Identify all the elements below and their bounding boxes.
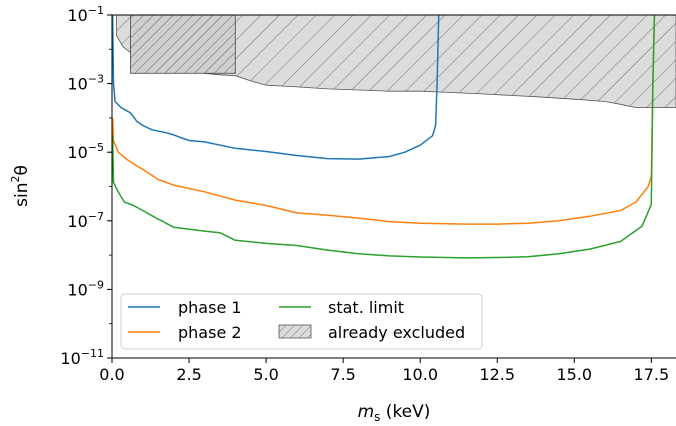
series-line-3 — [112, 15, 656, 259]
legend: phase 1 phase 2 stat. limit already excl… — [120, 293, 483, 350]
series-line-1 — [112, 15, 440, 160]
x-axis-unit: (keV) — [380, 402, 430, 422]
y-axis-superscript: 2 — [9, 176, 22, 183]
y-tick-label: 10−9 — [67, 278, 104, 299]
legend-frame — [120, 293, 483, 350]
legend-swatch-excluded — [278, 324, 312, 339]
x-tick-label: 15.0 — [556, 365, 592, 384]
y-tick-label: 10−1 — [67, 4, 104, 25]
legend-label-excluded: already excluded — [328, 323, 465, 342]
y-axis-base: sin — [12, 183, 32, 207]
x-tick-label: 17.5 — [634, 365, 670, 384]
y-axis-var: θ — [12, 165, 32, 175]
excluded-subregion — [130, 15, 236, 74]
x-tick-label: 0.0 — [99, 365, 124, 384]
x-tick-label: 7.5 — [330, 365, 355, 384]
x-axis-label: ms (keV) — [358, 402, 431, 424]
series-line-2 — [112, 15, 656, 225]
y-tick-label: 10−5 — [67, 141, 104, 162]
y-tick-label: 10−11 — [60, 347, 104, 368]
y-tick-label: 10−7 — [67, 210, 104, 231]
x-tick-label: 12.5 — [479, 365, 515, 384]
x-axis-subscript: s — [374, 410, 380, 424]
x-tick-label: 2.5 — [176, 365, 201, 384]
x-tick-label: 10.0 — [402, 365, 438, 384]
y-tick-label: 10−3 — [67, 73, 104, 94]
x-tick-label: 5.0 — [253, 365, 278, 384]
legend-label-phase-2: phase 2 — [178, 323, 242, 342]
y-axis-label: sin2θ — [9, 165, 32, 207]
legend-label-stat-limit: stat. limit — [328, 298, 404, 317]
legend-label-phase-1: phase 1 — [178, 298, 242, 317]
x-axis-symbol: m — [358, 402, 375, 422]
